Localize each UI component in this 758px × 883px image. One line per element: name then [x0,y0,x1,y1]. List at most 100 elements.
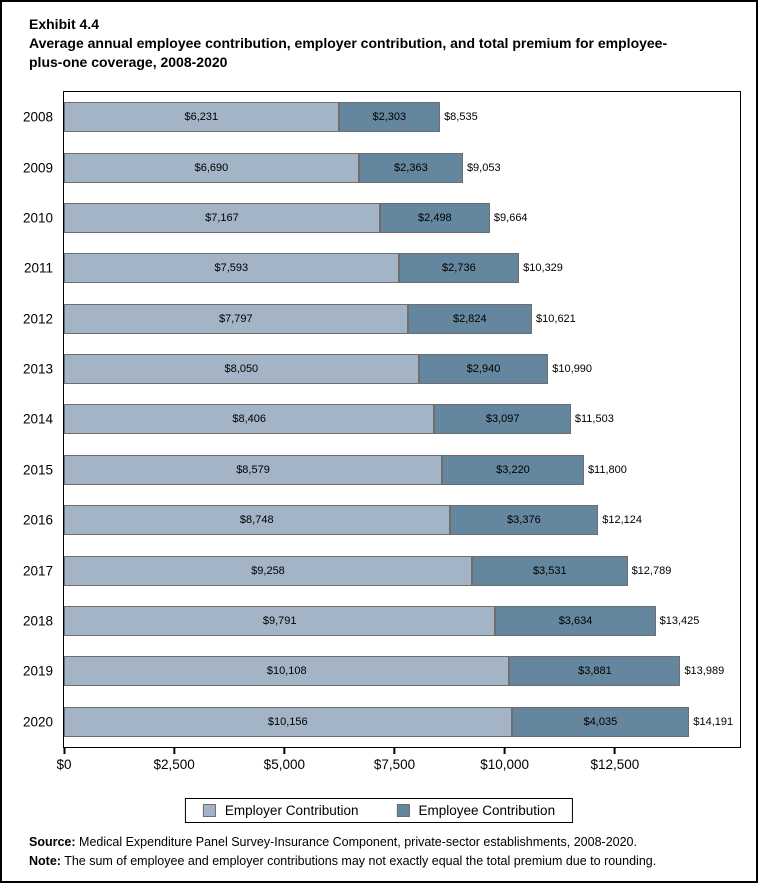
footer: Source: Medical Expenditure Panel Survey… [29,833,656,871]
tick-mark [613,747,616,754]
tick-label: $0 [56,757,72,772]
employer-value-label: $9,258 [251,564,285,577]
bar-row: 2014 $8,406 $3,097 $11,503 [23,404,740,435]
employer-value-label: $8,579 [236,463,270,476]
legend-label: Employer Contribution [224,803,359,818]
employer-contribution-segment: $8,406 [64,404,435,435]
employee-value-label: $3,220 [496,463,530,476]
total-premium-label: $11,800 [587,463,627,476]
year-label: 2013 [22,361,53,377]
x-axis-tick: $7,500 [374,747,415,772]
bar-row: 2010 $7,167 $2,498 $9,664 [23,202,740,233]
employee-value-label: $2,736 [442,262,476,275]
employee-value-label: $3,531 [532,564,567,577]
employee-contribution-segment: $2,940 [418,354,549,385]
employer-contribution-segment: $8,748 [64,505,450,536]
legend-item: Employee Contribution [396,803,556,818]
year-label: 2015 [22,462,53,478]
total-premium-label: $11,503 [574,413,614,426]
year-label: 2019 [22,663,53,679]
employee-contribution-segment: $2,736 [398,253,520,284]
employee-contribution-segment: $2,363 [358,152,463,183]
year-label: 2018 [22,613,53,629]
year-label: 2020 [22,714,53,730]
employee-contribution-segment: $3,881 [509,656,681,687]
employee-contribution-segment: $2,303 [338,102,441,133]
employer-value-label: $10,156 [267,715,308,728]
total-premium-label: $9,053 [466,161,501,174]
tick-mark [173,747,176,754]
chart-title: Average annual employee contribution, em… [29,35,668,70]
total-premium-label: $13,425 [659,614,700,627]
bar-row: 2019 $10,108 $3,881 $13,989 [23,656,740,687]
employer-contribution-segment: $10,156 [64,706,512,737]
total-premium-label: $10,621 [536,312,576,325]
employer-contribution-segment: $9,791 [64,605,496,636]
employee-value-label: $3,634 [558,614,593,627]
employer-value-label: $7,593 [214,262,249,275]
employer-contribution-segment: $6,690 [64,152,359,183]
employer-contribution-segment: $8,579 [64,454,443,485]
employer-contribution-segment: $9,258 [64,555,472,586]
employee-contribution-segment: $2,498 [379,202,490,233]
year-label: 2009 [22,160,53,176]
employer-value-label: $9,791 [262,614,297,627]
employee-value-label: $3,376 [507,514,541,527]
year-label: 2012 [22,311,53,327]
employee-contribution-segment: $3,531 [471,555,628,586]
bar-row: 2012 $7,797 $2,824 $10,621 [23,303,740,334]
bar-row: 2016 $8,748 $3,376 $12,124 [23,505,740,536]
x-axis-tick: $5,000 [264,747,305,772]
note-label: Note: [29,854,61,868]
total-premium-label: $12,124 [602,514,643,527]
employee-value-label: $2,303 [372,111,407,124]
source-label: Source: [29,835,76,849]
employee-value-label: $2,498 [418,211,452,224]
year-label: 2008 [22,109,53,125]
bar-row: 2011 $7,593 $2,736 $10,329 [24,253,740,284]
x-axis-tick: $12,500 [590,747,639,772]
employer-value-label: $6,690 [194,161,229,174]
employee-contribution-segment: $3,376 [449,505,599,536]
legend-swatch-icon [396,804,410,817]
total-premium-label: $14,191 [693,715,734,728]
employer-value-label: $8,406 [232,413,267,426]
year-label: 2016 [22,512,53,528]
employer-contribution-segment: $10,108 [64,656,510,687]
employee-value-label: $3,881 [578,665,612,678]
x-axis-tick: $0 [56,747,72,772]
total-premium-label: $13,989 [684,665,725,678]
employee-contribution-segment: $3,097 [434,404,571,435]
total-premium-label: $9,664 [493,211,528,224]
legend: Employer Contribution Employee Contribut… [184,798,574,823]
bar-row: 2017 $9,258 $3,531 $12,789 [23,555,740,586]
employee-value-label: $2,363 [394,161,428,174]
legend-item: Employer Contribution [202,803,359,818]
employee-contribution-segment: $3,220 [442,454,584,485]
employee-contribution-segment: $3,634 [495,605,656,636]
employer-contribution-segment: $7,167 [64,202,380,233]
total-premium-label: $10,990 [552,363,593,376]
bar-row: 2009 $6,690 $2,363 $9,053 [23,152,740,183]
tick-label: $5,000 [263,757,305,772]
note-text: The sum of employee and employer contrib… [64,854,657,868]
year-label: 2011 [23,260,53,276]
note-line: Note: The sum of employee and employer c… [29,852,656,871]
legend-label: Employee Contribution [418,803,556,818]
tick-mark [503,747,506,754]
bar-row: 2018 $9,791 $3,634 $13,425 [23,605,740,636]
bar-row: 2008 $6,231 $2,303 $8,535 [23,102,740,133]
tick-label: $2,500 [153,757,195,772]
exhibit-number: Exhibit 4.4 [29,16,100,32]
employer-value-label: $8,748 [239,514,274,527]
employer-contribution-segment: $8,050 [64,354,419,385]
bar-row: 2013 $8,050 $2,940 $10,990 [23,354,740,385]
employer-value-label: $6,231 [184,111,219,124]
tick-mark [283,747,286,754]
total-premium-label: $12,789 [631,564,672,577]
year-label: 2017 [22,563,53,579]
bar-row: 2015 $8,579 $3,220 $11,800 [23,454,740,485]
employer-value-label: $7,797 [218,312,253,325]
bar-rows: 2008 $6,231 $2,303 $8,535 2009 $6,690 $2… [23,92,740,747]
employer-contribution-segment: $7,797 [64,303,408,334]
